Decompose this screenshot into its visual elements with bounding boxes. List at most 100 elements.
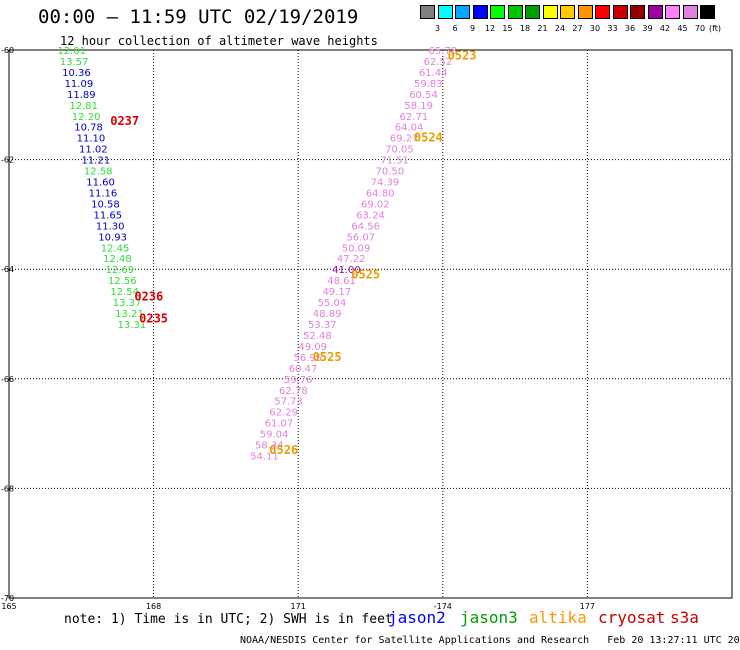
wave-height-value: 54.11 — [250, 452, 279, 463]
legend-swatch — [472, 5, 488, 19]
x-tick-label: 168 — [146, 602, 161, 610]
x-tick-label: 165 — [1, 602, 16, 610]
wave-height-value: 58.19 — [404, 101, 433, 112]
wave-height-value: 12.48 — [103, 254, 132, 265]
wave-height-value: 55.04 — [318, 298, 347, 309]
y-tick-label: -66 — [1, 375, 14, 384]
wave-height-value: 62.78 — [279, 386, 308, 397]
wave-height-value: 10.93 — [98, 232, 127, 243]
legend-label: 30 — [589, 24, 601, 33]
wave-height-value: 52.48 — [303, 331, 332, 342]
pass-time-label: 0237 — [110, 114, 139, 128]
wave-height-value: 62.71 — [400, 112, 429, 123]
legend-swatch — [542, 5, 558, 19]
legend-swatch — [700, 5, 715, 19]
wave-height-value: 13.37 — [113, 298, 142, 309]
wave-height-value: 64.80 — [366, 188, 395, 199]
wave-height-value: 11.60 — [86, 178, 115, 189]
y-tick-label: -60 — [1, 46, 14, 55]
wave-height-value: 64.56 — [351, 221, 380, 232]
wave-height-value: 11.02 — [79, 145, 108, 156]
wave-height-value: 11.09 — [65, 79, 94, 90]
wave-height-value: 12.45 — [101, 243, 130, 254]
wave-height-value: 70.05 — [385, 145, 414, 156]
legend-label: 12 — [484, 24, 496, 33]
x-tick-label: 177 — [580, 602, 595, 610]
wave-height-value: 59.04 — [260, 430, 289, 441]
wave-height-value: 13.57 — [60, 57, 89, 68]
wave-height-value: 62.29 — [269, 408, 298, 419]
legend-label: 36 — [624, 24, 636, 33]
satellite-name: cryosat — [598, 608, 666, 627]
wave-height-value: 64.04 — [395, 123, 424, 134]
legend-label: 24 — [554, 24, 566, 33]
wave-height-value: 60.47 — [289, 364, 318, 375]
legend-label: 42 — [659, 24, 671, 33]
wave-height-value: 69.02 — [361, 199, 390, 210]
wave-height-value: 70.50 — [375, 167, 404, 178]
wave-height-value: 69.27 — [390, 134, 419, 145]
wave-height-value: 56.95 — [294, 353, 323, 364]
legend-label: 27 — [572, 24, 583, 33]
pass-time-label: 0523 — [448, 48, 477, 62]
y-tick-label: -64 — [1, 265, 14, 274]
legend-swatch — [665, 5, 680, 19]
legend-label: 39 — [642, 24, 653, 33]
wave-height-value: 61.44 — [419, 68, 448, 79]
wave-height-value: 41.00 — [332, 265, 361, 276]
wave-height-value: 58.34 — [255, 441, 284, 452]
legend-label: 3 — [434, 24, 441, 33]
y-tick-label: -70 — [1, 594, 14, 603]
wave-height-value: 11.65 — [93, 210, 122, 221]
wave-height-value: 59.83 — [414, 79, 443, 90]
satellite-name: jason2 — [388, 608, 446, 627]
satellite-name: altika — [529, 608, 587, 627]
wave-height-value: 12.56 — [108, 276, 137, 287]
satellite-name: jason3 — [460, 608, 518, 627]
wave-height-value: 74.39 — [371, 178, 400, 189]
legend-unit: (ft) — [709, 24, 722, 33]
legend-swatch — [420, 5, 435, 19]
legend-swatch — [630, 5, 645, 19]
legend-swatch — [525, 5, 540, 19]
y-tick-label: -62 — [1, 156, 14, 165]
x-tick-label: -174 — [434, 602, 452, 610]
wave-height-value: 13.21 — [115, 309, 144, 320]
wave-height-value: 53.37 — [308, 320, 337, 331]
wave-height-value: 13.31 — [118, 320, 147, 331]
wave-height-value: 12.01 — [57, 46, 86, 57]
legend-swatch — [455, 5, 470, 19]
legend-swatch — [507, 5, 523, 19]
wave-height-value: 59.76 — [284, 375, 313, 386]
legend-label: 33 — [607, 24, 618, 33]
legend-swatch — [490, 5, 505, 19]
wave-height-value: 48.89 — [313, 309, 342, 320]
x-tick-label: 171 — [291, 602, 306, 610]
y-tick-label: -68 — [1, 484, 14, 493]
wave-height-value: 62.52 — [424, 57, 453, 68]
legend-label: 70 — [694, 24, 706, 33]
wave-height-value: 12.69 — [106, 265, 135, 276]
wave-height-value: 12.54 — [110, 287, 139, 298]
wave-height-value: 11.10 — [77, 134, 106, 145]
wave-height-value: 57.73 — [274, 397, 303, 408]
wave-height-value: 71.51 — [380, 156, 409, 167]
wave-height-value: 11.21 — [81, 156, 110, 167]
legend-swatch — [612, 5, 628, 19]
legend-swatch — [437, 5, 453, 19]
wave-height-value: 49.17 — [322, 287, 351, 298]
legend-swatch — [595, 5, 610, 19]
wave-height-value: 48.61 — [327, 276, 356, 287]
wave-height-value: 47.22 — [337, 254, 366, 265]
pass-time-label: 0526 — [269, 443, 298, 457]
wave-height-value: 10.36 — [62, 68, 91, 79]
pass-time-label: 0525 — [313, 350, 342, 364]
wave-height-value: 63.24 — [356, 210, 385, 221]
legend-label: 9 — [469, 24, 476, 33]
legend-swatch — [682, 5, 698, 19]
wave-height-value: 65.78 — [428, 46, 457, 57]
legend-label: 45 — [677, 24, 688, 33]
wave-height-value: 11.16 — [89, 188, 118, 199]
legend-swatch — [560, 5, 575, 19]
wave-height-value: 56.07 — [347, 232, 376, 243]
